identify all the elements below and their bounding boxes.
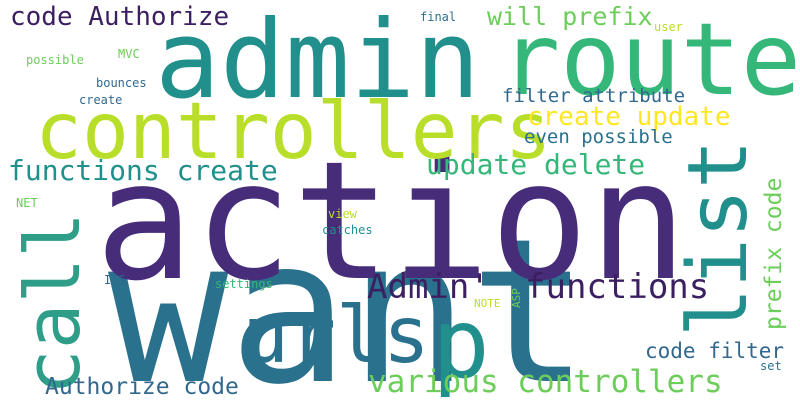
word-create-update: create update xyxy=(527,102,731,132)
word-final: final xyxy=(420,10,457,24)
word-route: route xyxy=(500,1,800,118)
word-set: set xyxy=(760,359,782,373)
word-user: user xyxy=(654,20,683,34)
word-iis: IIS xyxy=(104,273,126,287)
word-create: create xyxy=(79,93,123,107)
word-urls: urls xyxy=(242,291,430,381)
word-note: NOTE xyxy=(474,297,501,310)
word-asp: ASP xyxy=(510,288,523,308)
word-update-delete: update delete xyxy=(426,148,646,181)
word-p: want xyxy=(108,196,590,400)
word-code-authorize: code Authorize xyxy=(10,2,230,32)
word-controllers: controllers xyxy=(35,87,552,177)
word-bounces: bounces xyxy=(96,76,147,90)
word-mvc: MVC xyxy=(118,47,140,61)
word-net: NET xyxy=(16,196,38,210)
word-prefix-code: prefix code xyxy=(761,177,787,330)
word-possible: possible xyxy=(26,53,84,67)
word-view: view xyxy=(328,207,357,221)
word-admin: admin xyxy=(155,0,481,123)
word-catches: catches xyxy=(322,223,373,237)
word-settings: settings xyxy=(215,277,273,291)
word-want: p xyxy=(432,288,490,400)
word-list: list xyxy=(671,139,766,337)
word-will-prefix: will prefix xyxy=(487,2,653,31)
word-code-filter: code filter xyxy=(645,339,785,363)
word-action: action xyxy=(95,126,688,317)
word-various-controllers: various controllers xyxy=(368,364,723,400)
word-admin-functions-b: functions xyxy=(525,267,710,307)
word-admin-functions-a: Admin' xyxy=(367,267,490,307)
word-authorize-code: Authorize code xyxy=(45,374,239,400)
word-call: call xyxy=(8,211,97,395)
word-filter-attribute: filter attribute xyxy=(502,85,686,107)
word-even-possible: even possible xyxy=(524,126,673,148)
word-functions-create: functions create xyxy=(8,154,278,187)
